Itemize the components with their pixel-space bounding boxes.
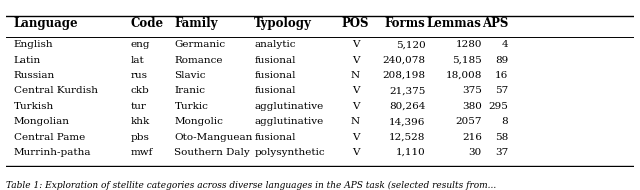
Text: Germanic: Germanic	[175, 40, 226, 49]
Text: 1280: 1280	[455, 40, 482, 49]
Text: Latin: Latin	[14, 56, 41, 65]
Text: APS: APS	[482, 17, 508, 30]
Text: agglutinative: agglutinative	[254, 102, 323, 111]
Text: lat: lat	[131, 56, 145, 65]
Text: 21,375: 21,375	[389, 86, 426, 96]
Text: Central Kurdish: Central Kurdish	[14, 86, 98, 96]
Text: 375: 375	[462, 86, 482, 96]
Text: khk: khk	[131, 117, 150, 126]
Text: fusional: fusional	[254, 86, 296, 96]
Text: 4: 4	[502, 40, 508, 49]
Text: mwf: mwf	[131, 148, 153, 157]
Text: Oto-Manguean: Oto-Manguean	[175, 133, 253, 142]
Text: 1,110: 1,110	[396, 148, 426, 157]
Text: POS: POS	[342, 17, 369, 30]
Text: N: N	[351, 71, 360, 80]
Text: fusional: fusional	[254, 133, 296, 142]
Text: Central Pame: Central Pame	[14, 133, 85, 142]
Text: V: V	[352, 102, 359, 111]
Text: tur: tur	[131, 102, 147, 111]
Text: English: English	[14, 40, 54, 49]
Text: 5,120: 5,120	[396, 40, 426, 49]
Text: 89: 89	[495, 56, 508, 65]
Text: Table 1: Exploration of stellite categories across diverse languages in the APS : Table 1: Exploration of stellite categor…	[6, 180, 497, 190]
Text: fusional: fusional	[254, 56, 296, 65]
Text: fusional: fusional	[254, 71, 296, 80]
Text: V: V	[352, 86, 359, 96]
Text: Mongolian: Mongolian	[14, 117, 70, 126]
Text: agglutinative: agglutinative	[254, 117, 323, 126]
Text: Turkic: Turkic	[175, 102, 209, 111]
Text: Family: Family	[175, 17, 218, 30]
Text: Typology: Typology	[254, 17, 312, 30]
Text: Turkish: Turkish	[14, 102, 54, 111]
Text: 57: 57	[495, 86, 508, 96]
Text: pbs: pbs	[131, 133, 150, 142]
Text: 208,198: 208,198	[382, 71, 426, 80]
Text: Forms: Forms	[385, 17, 426, 30]
Text: 295: 295	[488, 102, 508, 111]
Text: Southern Daly: Southern Daly	[175, 148, 250, 157]
Text: Romance: Romance	[175, 56, 223, 65]
Text: V: V	[352, 56, 359, 65]
Text: 240,078: 240,078	[382, 56, 426, 65]
Text: V: V	[352, 40, 359, 49]
Text: 14,396: 14,396	[389, 117, 426, 126]
Text: 16: 16	[495, 71, 508, 80]
Text: ckb: ckb	[131, 86, 149, 96]
Text: 380: 380	[462, 102, 482, 111]
Text: 37: 37	[495, 148, 508, 157]
Text: eng: eng	[131, 40, 150, 49]
Text: Language: Language	[14, 17, 79, 30]
Text: polysynthetic: polysynthetic	[254, 148, 324, 157]
Text: Code: Code	[131, 17, 164, 30]
Text: 18,008: 18,008	[445, 71, 482, 80]
Text: V: V	[352, 148, 359, 157]
Text: rus: rus	[131, 71, 148, 80]
Text: Slavic: Slavic	[175, 71, 206, 80]
Text: 12,528: 12,528	[389, 133, 426, 142]
Text: 8: 8	[502, 117, 508, 126]
Text: Iranic: Iranic	[175, 86, 205, 96]
Text: N: N	[351, 117, 360, 126]
Text: Russian: Russian	[14, 71, 55, 80]
Text: Mongolic: Mongolic	[175, 117, 223, 126]
Text: analytic: analytic	[254, 40, 296, 49]
Text: 216: 216	[462, 133, 482, 142]
Text: Lemmas: Lemmas	[427, 17, 482, 30]
Text: 2057: 2057	[455, 117, 482, 126]
Text: 80,264: 80,264	[389, 102, 426, 111]
Text: 58: 58	[495, 133, 508, 142]
Text: 5,185: 5,185	[452, 56, 482, 65]
Text: V: V	[352, 133, 359, 142]
Text: Murrinh-patha: Murrinh-patha	[14, 148, 92, 157]
Text: 30: 30	[468, 148, 482, 157]
